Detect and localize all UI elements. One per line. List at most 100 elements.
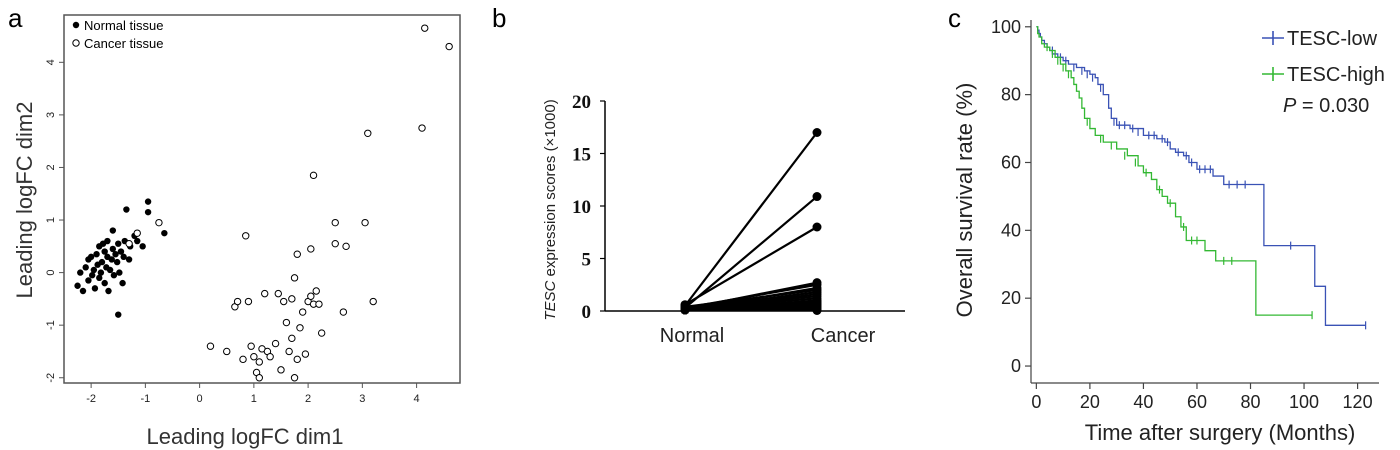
normal-tissue-point xyxy=(144,208,152,216)
cancer-tissue-point xyxy=(155,218,163,227)
cancer-tissue-point xyxy=(331,218,339,227)
x-tick-label: -2 xyxy=(86,393,96,405)
cancer-point xyxy=(812,128,822,137)
cancer-point xyxy=(812,305,822,315)
y-tick-label: 10 xyxy=(572,197,591,218)
panel-a-points xyxy=(74,24,453,382)
y-tick-label: 3 xyxy=(45,112,57,118)
cancer-point xyxy=(812,222,822,232)
x-tick-label: 20 xyxy=(1080,392,1100,412)
normal-tissue-point xyxy=(117,248,125,255)
normal-tissue-point xyxy=(91,285,99,292)
normal-tissue-point xyxy=(101,248,108,255)
cancer-tissue-point xyxy=(255,374,263,382)
y-tick-label: 0 xyxy=(45,270,57,276)
panel-a-xlabel: Leading logFC dim1 xyxy=(147,424,344,449)
x-tick-label: 0 xyxy=(197,393,203,405)
panel-b-ylabel: TESC expression scores (×1000) xyxy=(542,99,559,320)
pair-line xyxy=(684,295,818,309)
y-tick-label: 0 xyxy=(582,302,592,323)
pair-line xyxy=(684,131,818,307)
normal-tissue-point xyxy=(112,251,119,258)
panel-c-y-axis: 0 20 40 60 80 100 xyxy=(991,17,1031,376)
panel-a-ylabel: Leading logFC dim2 xyxy=(12,102,37,299)
y-tick-label: 15 xyxy=(572,145,591,166)
normal-tissue-point xyxy=(89,272,96,279)
panel-b-ylabel-gene: TESC xyxy=(542,281,559,321)
y-tick-label: 0 xyxy=(1011,356,1021,376)
legend-normal-marker xyxy=(72,21,80,29)
cancer-tissue-point xyxy=(274,289,282,298)
panel-b-xtick-cancer: Cancer xyxy=(811,325,876,347)
normal-tissue-point xyxy=(110,272,118,279)
normal-tissue-point xyxy=(77,269,84,276)
cancer-tissue-point xyxy=(369,297,377,306)
normal-tissue-point xyxy=(87,253,95,261)
normal-tissue-point xyxy=(108,256,115,263)
x-tick-label: 60 xyxy=(1187,392,1207,412)
cancer-tissue-point xyxy=(233,297,242,306)
normal-tissue-point xyxy=(119,279,126,287)
panel-a-frame xyxy=(63,14,461,384)
cancer-tissue-point xyxy=(445,42,453,51)
normal-tissue-point xyxy=(116,269,123,276)
x-tick-label: 100 xyxy=(1289,392,1319,412)
cancer-tissue-point xyxy=(307,292,315,300)
cancer-tissue-point xyxy=(301,350,310,358)
normal-tissue-point xyxy=(96,274,103,282)
cancer-tissue-point xyxy=(223,347,231,356)
panel-c-x-axis: 0 20 40 60 80 100 120 xyxy=(1031,383,1373,412)
cancer-tissue-point xyxy=(125,239,133,248)
panel-letter-c: c xyxy=(948,3,961,33)
y-tick-label: 4 xyxy=(45,59,57,65)
cancer-tissue-point xyxy=(298,308,307,316)
normal-tissue-point xyxy=(123,206,130,213)
cancer-tissue-point xyxy=(312,287,320,295)
normal-tissue-point xyxy=(161,229,168,237)
panel-a-legend: Normal tissue Cancer tissue xyxy=(72,18,163,51)
x-tick-label: 3 xyxy=(359,393,365,405)
cancer-tissue-point xyxy=(239,355,247,364)
panel-b-xtick-normal: Normal xyxy=(660,325,724,347)
y-tick-label: 20 xyxy=(572,92,591,113)
legend-high-label: TESC-high xyxy=(1287,64,1385,86)
cancer-tissue-point xyxy=(206,342,215,350)
y-tick-label: 60 xyxy=(1001,152,1021,172)
y-tick-label: 40 xyxy=(1001,220,1021,240)
panel-b-y-axis: 0 5 10 15 20 xyxy=(572,92,605,323)
normal-point xyxy=(680,302,690,312)
legend-normal-label: Normal tissue xyxy=(84,18,163,33)
normal-tissue-point xyxy=(120,253,127,261)
cancer-tissue-point xyxy=(247,342,255,350)
panel-b-paired: 0 5 10 15 20 Normal Cancer TESC expression s… xyxy=(542,92,905,347)
cancer-tissue-point xyxy=(285,347,293,356)
panel-b-lines xyxy=(680,128,822,315)
cancer-tissue-point xyxy=(293,250,301,258)
normal-tissue-point xyxy=(125,256,133,263)
normal-tissue-point xyxy=(115,311,122,318)
cancer-tissue-point xyxy=(282,318,291,327)
normal-tissue-point xyxy=(109,227,117,234)
panel-c-xlabel: Time after surgery (Months) xyxy=(1085,420,1356,445)
panel-c-survival: 0 20 40 60 80 100 120 0 20 40 60 80 100 TESC-low TE… xyxy=(952,17,1385,445)
y-tick-label: 20 xyxy=(1001,288,1021,308)
normal-tissue-point xyxy=(93,251,100,258)
pair-line xyxy=(684,305,818,312)
normal-tissue-point xyxy=(82,264,89,271)
normal-tissue-point xyxy=(101,279,108,287)
cancer-tissue-point xyxy=(418,124,426,132)
cancer-tissue-point xyxy=(242,232,250,240)
panel-letter-a: a xyxy=(8,3,23,33)
cancer-tissue-point xyxy=(271,339,280,348)
y-tick-label: -1 xyxy=(45,320,57,330)
normal-tissue-point xyxy=(106,266,114,274)
cancer-tissue-point xyxy=(315,300,323,308)
normal-tissue-point xyxy=(79,287,87,295)
panel-a-x-axis: -2 -1 0 1 2 3 4 xyxy=(86,383,420,405)
normal-tissue-point xyxy=(139,243,146,250)
cancer-tissue-point xyxy=(255,358,263,366)
cancer-tissue-point xyxy=(279,297,288,306)
panel-b-ylabel-rest: expression scores (×1000) xyxy=(542,99,559,280)
y-tick-label: 100 xyxy=(991,17,1021,37)
